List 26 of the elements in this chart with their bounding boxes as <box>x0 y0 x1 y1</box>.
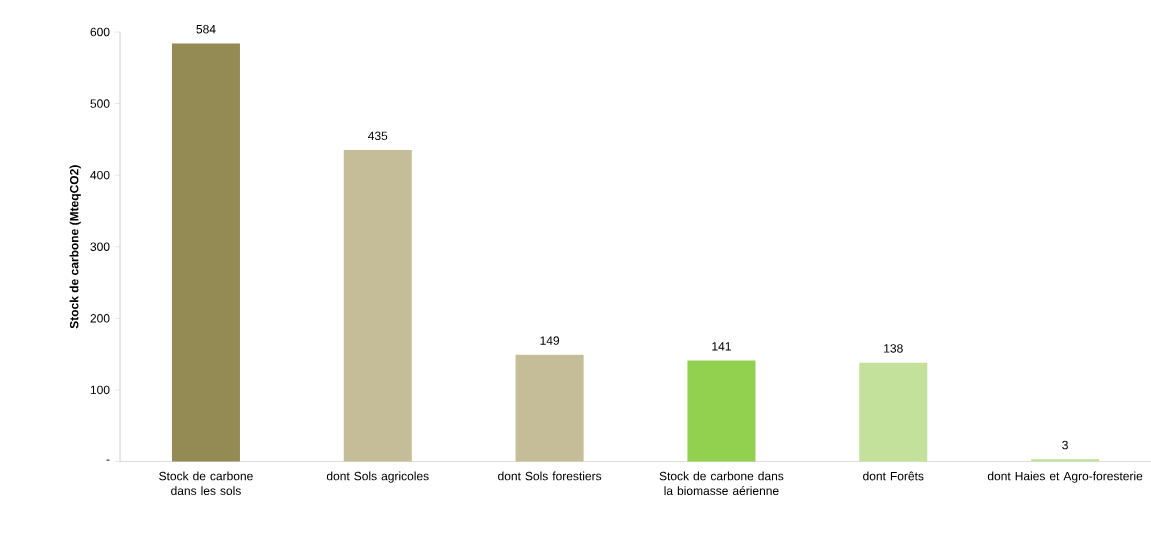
data-label: 138 <box>884 344 903 353</box>
y-axis-title: Stock de carbone (MteqCO2) <box>69 165 81 329</box>
data-label: 149 <box>540 336 560 345</box>
data-label: 435 <box>368 131 388 141</box>
x-tick-label: Stock de carbone dans la biomasse aérienne <box>659 471 784 496</box>
y-tick-label: 500 <box>90 99 110 108</box>
bar <box>171 43 240 462</box>
bar <box>859 362 928 462</box>
y-tick-label: 600 <box>90 27 110 37</box>
bar <box>687 360 756 462</box>
y-tick-label: 100 <box>90 385 110 395</box>
bar <box>515 354 584 462</box>
data-label: 584 <box>196 25 216 34</box>
y-tick-label: 300 <box>90 242 110 252</box>
x-tick-label: dont Sols agricoles <box>326 471 429 483</box>
bar <box>1031 459 1100 462</box>
y-tick-label: - <box>106 459 110 461</box>
x-tick-label: Stock de carbone dans les sols <box>159 471 253 496</box>
x-tick-label: dont Forêts <box>863 471 924 481</box>
data-label: 141 <box>712 342 731 351</box>
x-tick-label: dont Sols forestiers <box>498 471 602 481</box>
y-tick-label: 200 <box>90 314 110 323</box>
y-tick-label: 400 <box>90 170 110 180</box>
bar <box>343 150 412 462</box>
x-tick-label: dont Haies et Agro-foresterie <box>987 471 1143 483</box>
data-label: 3 <box>1062 440 1068 450</box>
